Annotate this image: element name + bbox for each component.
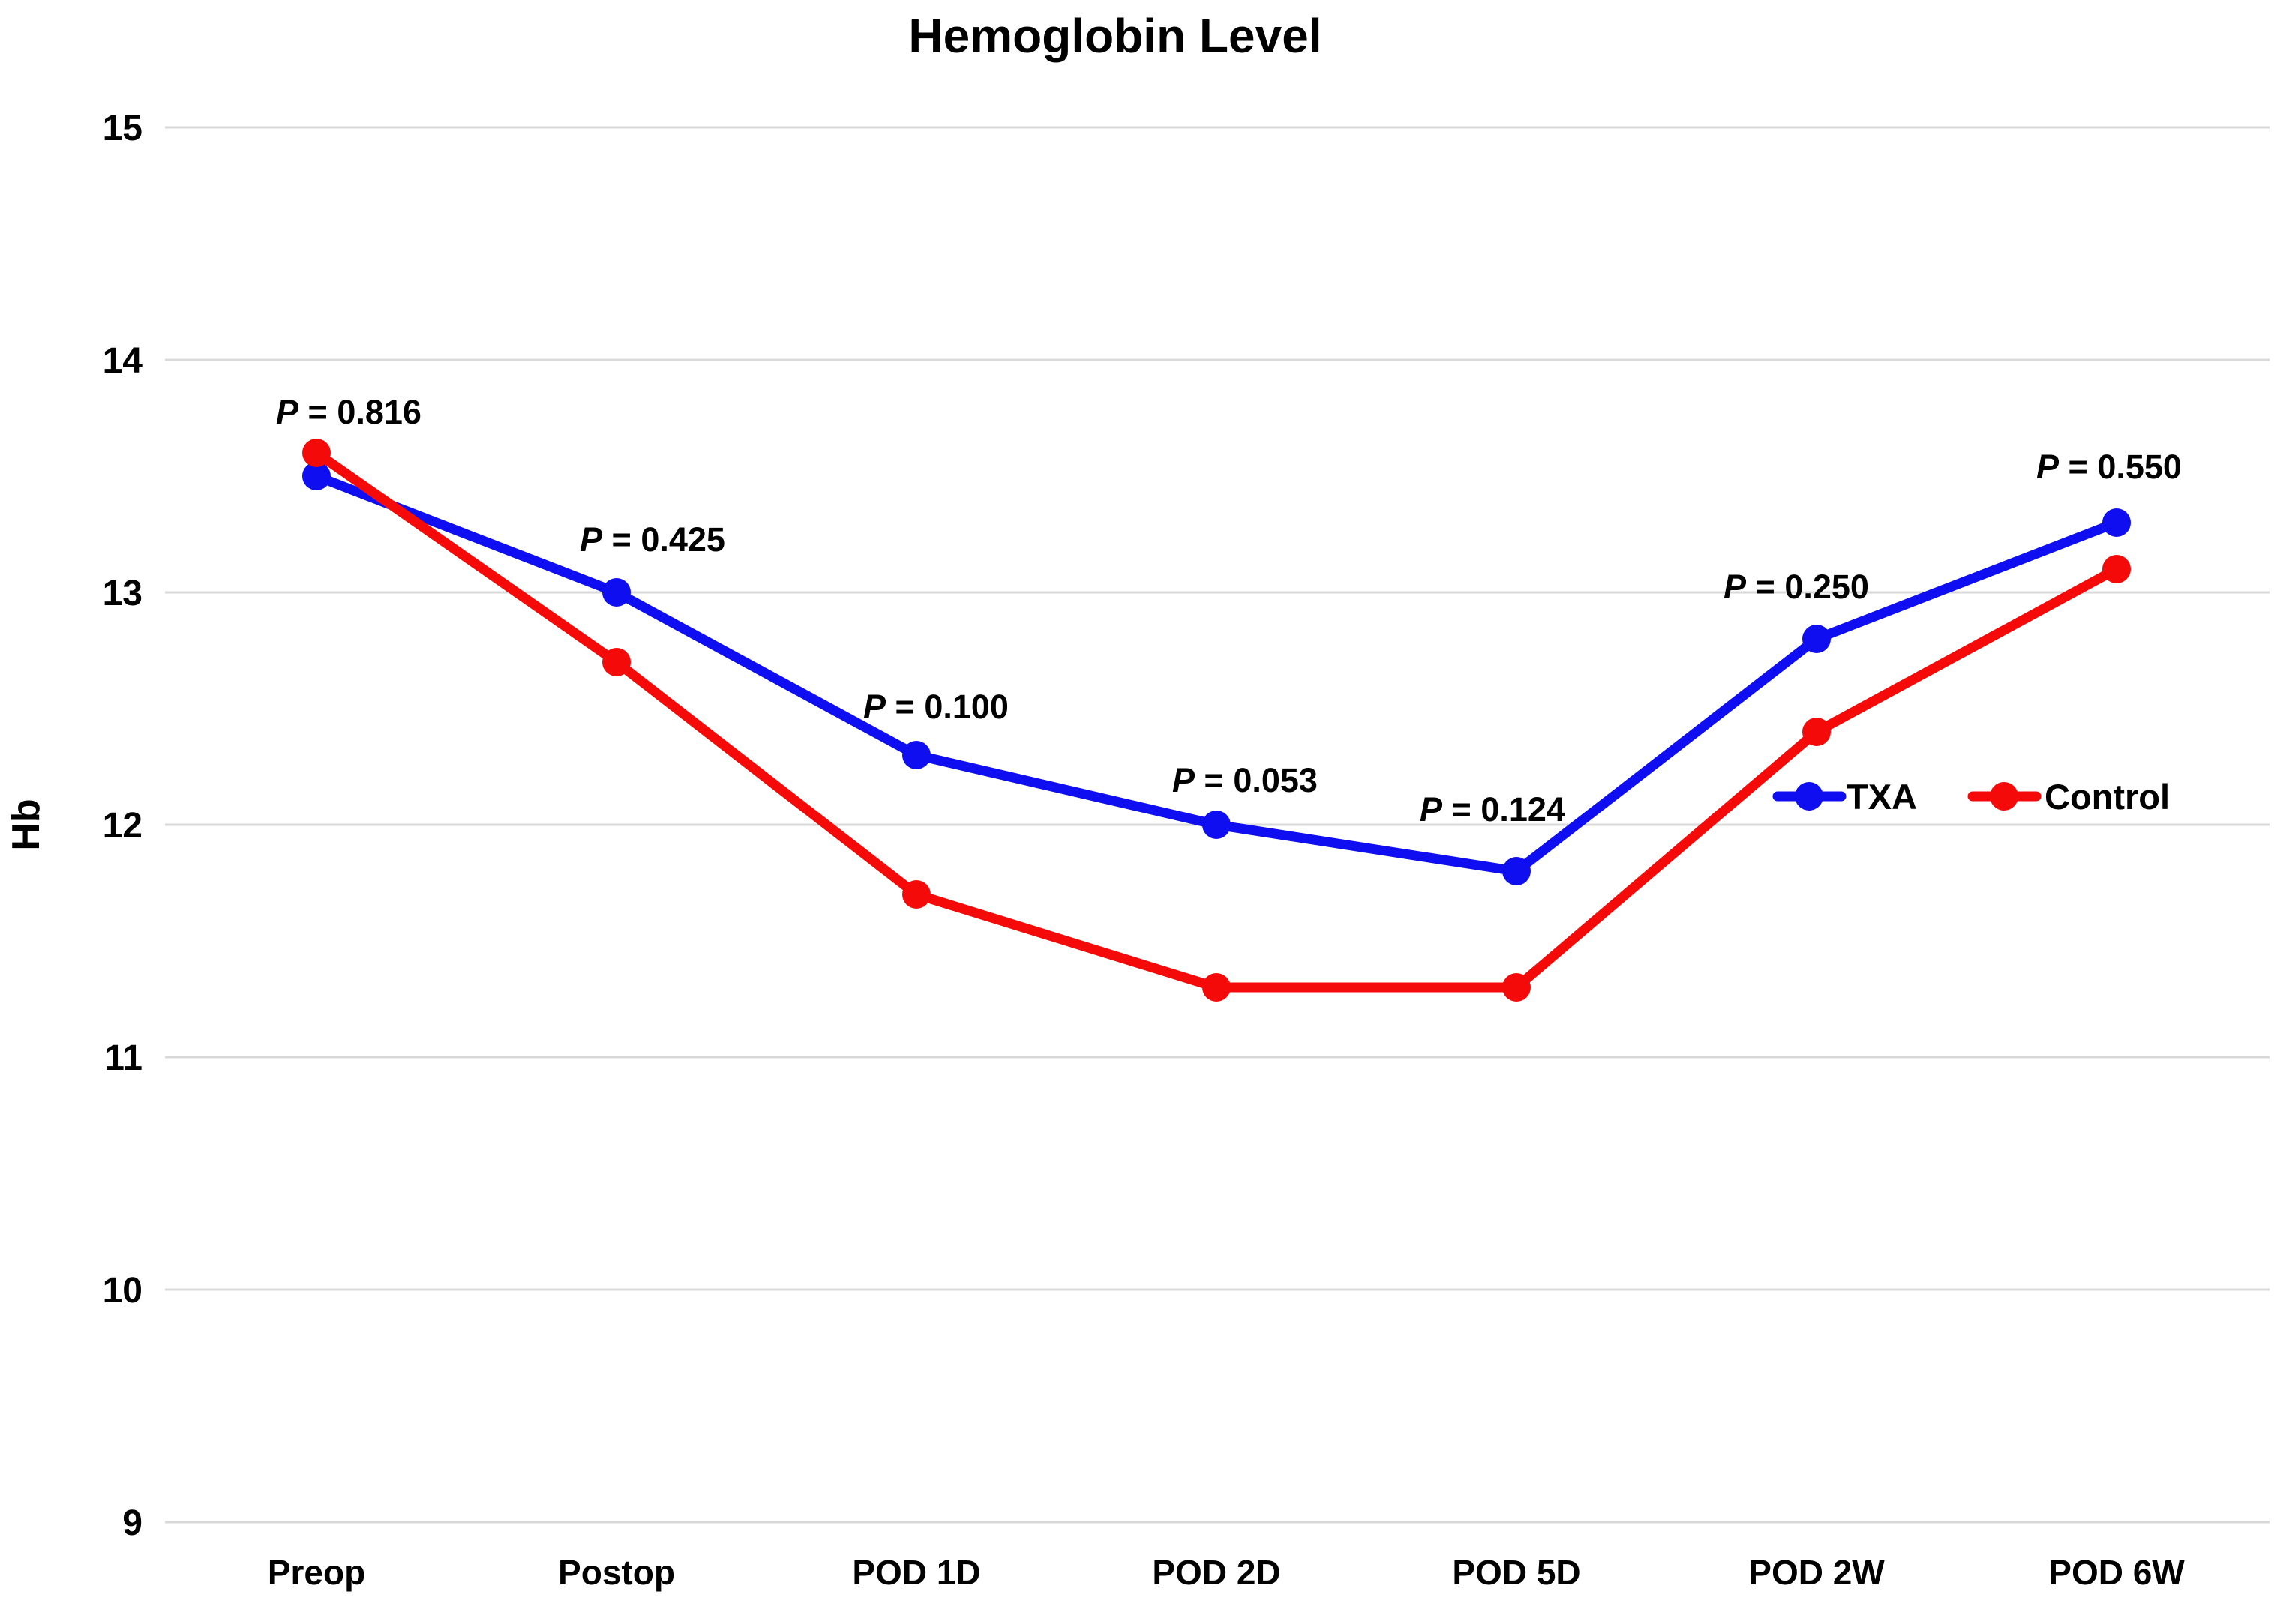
data-point-txa <box>2102 508 2131 537</box>
p-value-annotations: P = 0.816 P = 0.425 P = 0.100 P = 0.053 P = … <box>276 393 2182 828</box>
p-value-annotation: P = 0.816 <box>276 393 422 431</box>
data-point-txa <box>1202 811 1231 839</box>
x-category-label: Postop <box>558 1553 675 1592</box>
legend-label-control: Control <box>2044 777 2170 816</box>
p-value-annotation: P = 0.425 <box>580 520 725 559</box>
x-category-label: Preop <box>268 1553 365 1592</box>
data-point-control <box>1802 718 1831 746</box>
y-tick-label-10: 10 <box>103 1271 142 1311</box>
x-category-label: POD 1D <box>852 1553 980 1592</box>
p-value-annotation: P = 0.250 <box>1724 568 1869 606</box>
p-value-annotation: P = 0.053 <box>1172 761 1318 799</box>
data-point-control <box>2102 555 2131 583</box>
x-category-label: POD 5D <box>1452 1553 1580 1592</box>
y-axis-title: Hb <box>4 799 48 850</box>
legend-marker-control <box>1990 782 2018 811</box>
data-point-txa <box>1802 625 1831 653</box>
data-point-control <box>1502 973 1531 1002</box>
x-axis-category-labels: Preop Postop POD 1D POD 2D POD 5D POD 2W POD 6… <box>268 1553 2185 1592</box>
y-tick-label-9: 9 <box>122 1503 142 1543</box>
legend-marker-txa <box>1795 782 1823 811</box>
data-point-txa <box>1502 857 1531 885</box>
y-tick-label-14: 14 <box>103 341 143 381</box>
y-axis-tick-labels: 15 14 13 12 11 10 9 <box>103 109 143 1543</box>
p-value-annotation: P = 0.100 <box>863 688 1009 726</box>
data-point-txa <box>902 741 931 769</box>
data-point-txa <box>302 462 331 490</box>
x-category-label: POD 2W <box>1748 1553 1885 1592</box>
y-tick-label-11: 11 <box>104 1038 142 1078</box>
chart-title: Hemoglobin Level <box>908 9 1322 63</box>
p-value-annotation: P = 0.550 <box>2036 448 2182 486</box>
legend: TXA Control <box>1772 777 2170 816</box>
data-point-control <box>602 648 631 676</box>
data-point-control <box>902 880 931 909</box>
y-tick-label-12: 12 <box>103 806 142 846</box>
x-category-label: POD 6W <box>2048 1553 2185 1592</box>
series-layer <box>302 439 2131 1002</box>
y-tick-label-15: 15 <box>103 109 142 148</box>
x-category-label: POD 2D <box>1152 1553 1280 1592</box>
data-point-txa <box>602 578 631 607</box>
data-point-control <box>1202 973 1231 1002</box>
legend-label-txa: TXA <box>1846 777 1917 816</box>
y-tick-label-13: 13 <box>103 574 142 613</box>
data-point-control <box>302 439 331 467</box>
p-value-annotation: P = 0.124 <box>1420 790 1565 828</box>
